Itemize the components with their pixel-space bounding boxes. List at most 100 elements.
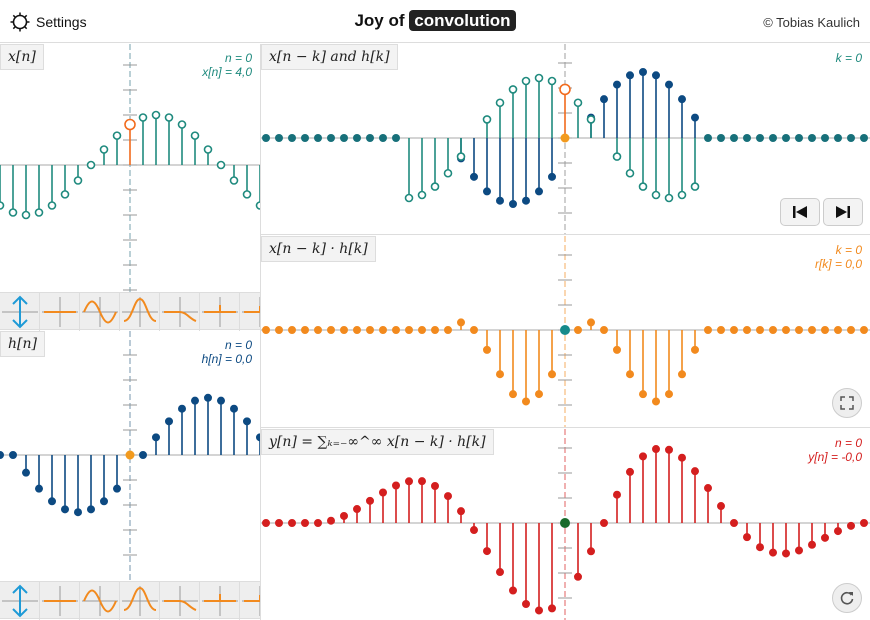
y-sample-marker [768,548,777,557]
input-signal-panel[interactable]: x[n] n = 0 x[n] = 4,0 [0,44,260,292]
readout-k: k = 0 [835,51,862,65]
preset-move-vertical-button[interactable] [0,582,40,620]
readout: k = 0 r[k] = 0,0 [815,243,862,271]
preset-gaussian-button[interactable] [120,582,160,620]
product-sample-marker [833,326,842,335]
h-k-sample-marker [664,80,673,89]
h-signal-toolbar [0,581,280,620]
preset-move-vertical-button[interactable] [0,293,40,331]
product-sample-marker [846,326,855,335]
zero-dot [379,134,387,142]
x-sample-marker [99,145,109,154]
product-sample-marker [586,318,595,327]
x-sample-marker [86,160,96,170]
h-plot[interactable] [0,331,260,580]
h-sample-marker [34,484,43,493]
h-sample-marker [21,468,30,477]
product-plot[interactable] [261,236,870,428]
x-shift-sample-marker [625,168,635,178]
zero-dot [808,134,816,142]
x-sample-marker [216,160,226,170]
product-sample-marker [859,326,868,335]
product-sample-marker [638,390,647,399]
header: Settings Joy of convolution © Tobias Kau… [0,0,870,43]
settings-button[interactable]: Settings [10,12,87,32]
zero-dot [782,134,790,142]
skip-forward-icon [836,206,850,218]
y-sample-marker [586,547,595,556]
y-sample-marker [431,481,440,490]
y-sample-marker [755,543,764,552]
x-shift-sample-marker [495,98,505,108]
x-sample-marker [190,131,200,140]
readout-value: h[n] = 0,0 [201,352,252,366]
preset-decay-button[interactable] [160,582,200,620]
xh-plot[interactable] [261,44,870,235]
title-prefix: Joy of [354,11,405,30]
preset-gaussian-button[interactable] [120,293,160,331]
x-shift-sample-marker [677,190,687,200]
y-sample-marker [287,519,296,528]
product-sample-marker [483,345,492,354]
preset-impulse-button[interactable] [200,582,240,620]
h-sample-marker [178,404,187,413]
x-shift-sample-marker [534,73,544,83]
readout-k: k = 0 [835,243,862,257]
product-panel[interactable]: x[n − k] · h[k] k = 0 r[k] = 0,0 [261,236,870,428]
reset-button[interactable] [832,583,862,613]
preset-zero-button[interactable] [40,293,80,331]
y-sample-marker [366,496,375,505]
y-sample-marker [340,511,349,520]
preset-decay-button[interactable] [160,293,200,331]
copyright: © Tobias Kaulich [763,15,860,30]
y-sample-marker [677,453,686,462]
y-sample-marker [521,600,530,609]
h-sample-marker [204,393,213,402]
h-k-sample-marker [612,80,621,89]
preset-sine-button[interactable] [80,293,120,331]
x-plot[interactable] [0,44,260,292]
product-sample-marker [781,326,790,335]
h-sample-marker [152,433,161,442]
x-shift-sample-marker [573,98,583,108]
y-plot[interactable] [261,429,870,620]
h-sample-marker [60,505,69,514]
x-shift-sample-marker [586,115,596,124]
y-sample-marker [353,505,362,514]
y-sample-marker [418,477,427,486]
output-panel[interactable]: y[n] = ∑ₖ₌₋∞^∞ x[n − k] · h[k] n = 0 y[n]… [261,429,870,620]
preset-impulse-button[interactable] [200,293,240,331]
readout-n: n = 0 [224,338,252,352]
h-k-sample-marker [547,172,556,181]
h-sample-marker [0,451,4,459]
fullscreen-button[interactable] [832,388,862,418]
x-shift-sample-marker [664,193,674,203]
y-sample-marker [313,519,322,528]
h-sample-marker [100,497,109,506]
shifted-signals-panel[interactable]: x[n − k] and h[k] k = 0 [261,44,870,235]
y-sample-marker [379,488,388,497]
h-sample-marker [9,451,18,460]
y-sample-marker [690,467,699,476]
zero-dot [275,134,283,142]
h-current [125,450,135,460]
h-k-sample-marker [521,196,530,205]
zero-dot [730,134,738,142]
product-sample-marker [534,390,543,399]
product-sample-marker [418,326,427,335]
x-sample-marker [0,201,5,210]
preset-zero-button[interactable] [40,582,80,620]
preset-sine-button[interactable] [80,582,120,620]
product-sample-marker [431,326,440,335]
product-sample-marker [651,397,660,406]
y-sample-marker [638,452,647,461]
product-sample-marker [313,326,322,335]
step-back-button[interactable] [780,198,820,226]
product-sample-marker [521,397,530,406]
impulse-response-panel[interactable]: h[n] n = 0 h[n] = 0,0 [0,331,260,580]
product-sample-marker [612,345,621,354]
step-forward-button[interactable] [823,198,863,226]
x-sample-marker [242,190,252,199]
h-sample-marker [230,404,239,413]
product-sample-marker [275,326,284,335]
